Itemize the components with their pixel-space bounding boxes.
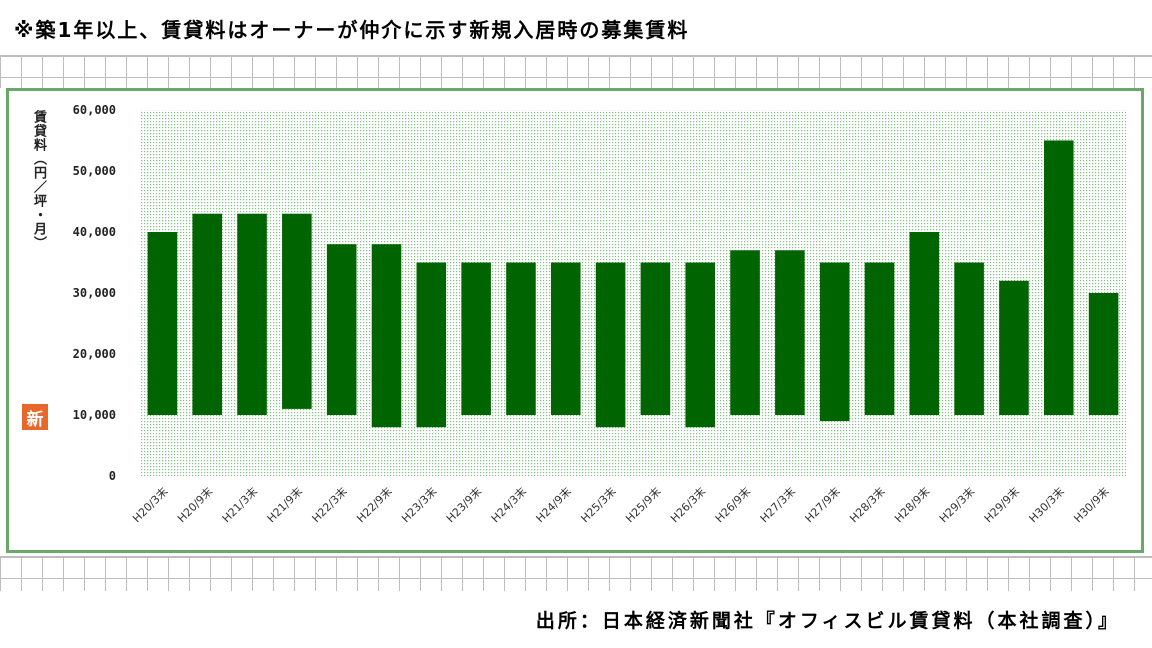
- y-tick-label: 10,000: [73, 408, 116, 422]
- y-tick-label: 20,000: [73, 347, 116, 361]
- bar: [909, 232, 940, 415]
- x-tick-label: H20/9末: [174, 484, 215, 525]
- x-tick-label: H28/3末: [847, 484, 888, 525]
- y-tick-label: 60,000: [73, 103, 116, 117]
- bar: [506, 262, 536, 415]
- chart-frame: 0 10,000 20,000 30,000 40,000 50,000 60,000 H2…: [6, 88, 1144, 553]
- x-tick-label: H21/9末: [264, 484, 305, 525]
- bar: [282, 213, 312, 409]
- x-tick-label: H23/9末: [443, 484, 484, 525]
- y-tick-label: 50,000: [73, 164, 116, 178]
- bar: [192, 213, 223, 415]
- top-grid-band: [0, 55, 1152, 88]
- bar: [954, 262, 984, 415]
- bar: [326, 244, 357, 415]
- x-tick-label: H30/3末: [1026, 484, 1067, 525]
- bar: [819, 262, 850, 422]
- x-tick-label: H29/3末: [936, 484, 977, 525]
- bar: [550, 262, 581, 415]
- x-tick-label: H22/9末: [354, 484, 395, 525]
- chart-note: ※築1年以上、賃貸料はオーナーが仲介に示す新規入居時の募集賃料: [14, 18, 690, 42]
- bar: [595, 262, 626, 428]
- x-tick-label: H21/3末: [219, 484, 260, 525]
- bar: [416, 262, 447, 428]
- bar: [640, 262, 671, 415]
- x-tick-label: H23/3末: [398, 484, 439, 525]
- bar: [864, 262, 895, 415]
- y-tick-label: 0: [109, 469, 116, 483]
- x-tick-label: H26/3末: [667, 484, 708, 525]
- source-credit: 出所：日本経済新聞社『オフィスビル賃貸料（本社調査）』: [535, 610, 1120, 632]
- x-tick-label: H24/3末: [488, 484, 529, 525]
- y-tick-label: 40,000: [73, 225, 116, 239]
- x-tick-label: H27/3末: [757, 484, 798, 525]
- bar: [371, 244, 402, 428]
- x-tick-label: H27/9末: [802, 484, 843, 525]
- bar-chart: 0 10,000 20,000 30,000 40,000 50,000 60,000 H2…: [73, 103, 1126, 525]
- x-tick-label: H24/9末: [533, 484, 574, 525]
- y-tick-label: 30,000: [73, 286, 116, 300]
- x-tick-label: H25/9末: [623, 484, 664, 525]
- x-tick-label: H28/9末: [891, 484, 932, 525]
- x-tick-label: H22/3末: [309, 484, 350, 525]
- bar: [999, 280, 1029, 415]
- bar: [685, 262, 716, 428]
- bar: [1088, 293, 1119, 415]
- x-tick-label: H29/9末: [981, 484, 1022, 525]
- y-axis-label: 賃貸料（円／坪・月）: [31, 110, 46, 250]
- bar: [237, 213, 267, 415]
- bar: [730, 250, 760, 415]
- bar: [147, 232, 178, 415]
- x-tick-label: H26/9末: [712, 484, 753, 525]
- bar: [461, 262, 491, 415]
- bar: [775, 250, 805, 415]
- x-tick-label: H20/3末: [130, 484, 171, 525]
- bar: [1043, 140, 1074, 415]
- x-tick-label: H30/9末: [1071, 484, 1112, 525]
- x-tick-label: H25/3末: [578, 484, 619, 525]
- newspaper-logo: 新: [22, 404, 48, 430]
- bottom-grid-band: [0, 556, 1152, 591]
